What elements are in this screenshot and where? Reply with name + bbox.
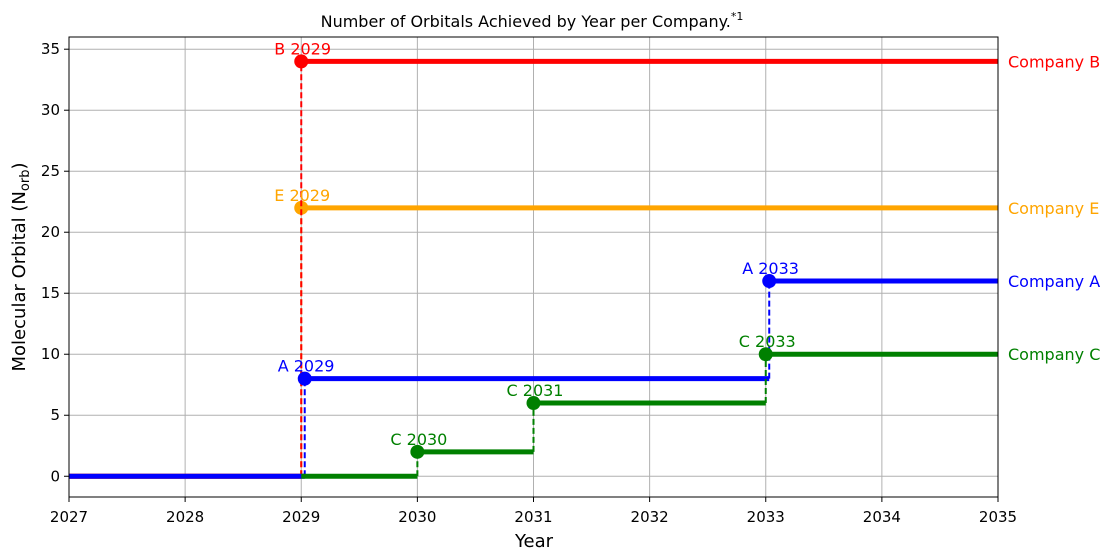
chart-title: Number of Orbitals Achieved by Year per … — [321, 10, 744, 31]
milestone-point — [758, 347, 773, 362]
chart-title-superscript: *1 — [731, 10, 744, 23]
milestone-point — [762, 274, 777, 289]
y-tick-label: 10 — [41, 345, 60, 363]
series-end-label: Company B — [1008, 52, 1100, 71]
y-axis-title: Molecular Orbital (Norb) — [9, 163, 33, 372]
x-tick-label: 2027 — [50, 508, 88, 526]
y-tick-label: 25 — [41, 162, 60, 180]
labels-layer: E 2029 Company E B 2029 Company B A 2029 A 20… — [274, 39, 1100, 448]
series-end-label: Company C — [1008, 345, 1100, 364]
chart-title-text: Number of Orbitals Achieved by Year per … — [321, 12, 731, 31]
grid — [68, 37, 999, 497]
x-tick-label: 2032 — [631, 508, 669, 526]
milestone-label: E 2029 — [274, 186, 330, 205]
x-tick-label: 2034 — [863, 508, 901, 526]
y-tick-label: 5 — [50, 406, 60, 424]
y-axis-title-text: Molecular Orbital (N — [9, 191, 30, 371]
x-tick-label: 2031 — [514, 508, 552, 526]
series-end-label: Company E — [1008, 199, 1099, 218]
x-tick-label: 2029 — [282, 508, 320, 526]
x-tick-label: 2030 — [398, 508, 436, 526]
series-company-a — [69, 274, 998, 479]
milestone-label: C 2033 — [739, 332, 796, 351]
milestone-label: A 2029 — [278, 357, 335, 376]
milestone-point — [297, 371, 312, 386]
milestone-point — [410, 444, 425, 459]
milestone-label: A 2033 — [742, 259, 799, 278]
y-axis-title-subscript: orb — [18, 170, 33, 192]
series-layer — [69, 54, 998, 479]
series-company-c — [301, 347, 998, 479]
x-tick-label: 2035 — [979, 508, 1017, 526]
milestone-label: C 2030 — [390, 430, 447, 449]
x-tick-label: 2028 — [166, 508, 204, 526]
y-tick-label: 15 — [41, 284, 60, 302]
milestone-label: B 2029 — [274, 39, 331, 58]
y-tick-label: 35 — [41, 40, 60, 58]
milestone-point — [294, 54, 309, 69]
milestone-point — [526, 396, 541, 411]
milestone-point — [294, 200, 309, 215]
x-axis-title: Year — [514, 531, 554, 552]
series-end-label: Company A — [1008, 272, 1100, 291]
ticks-layer: 2027 2028 2029 2030 2031 2032 2033 2034 20350510… — [41, 40, 1017, 526]
y-axis-title-close: ) — [9, 163, 30, 170]
y-tick-label: 20 — [41, 223, 60, 241]
milestone-label: C 2031 — [507, 381, 564, 400]
x-tick-label: 2033 — [747, 508, 785, 526]
y-tick-label: 30 — [41, 101, 60, 119]
y-tick-label: 0 — [50, 467, 60, 485]
